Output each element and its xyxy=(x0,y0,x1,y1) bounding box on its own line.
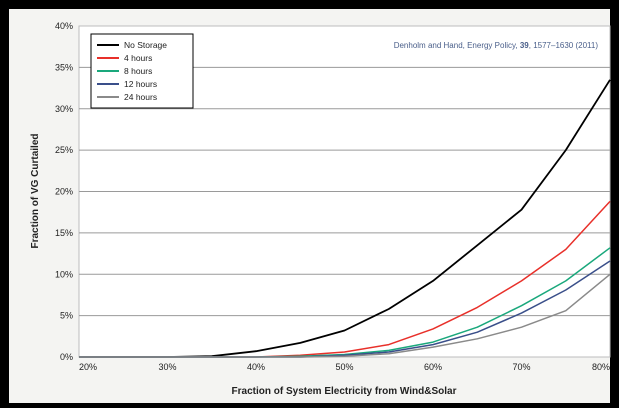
y-tick-label: 30% xyxy=(55,104,73,114)
y-tick-label: 0% xyxy=(60,352,73,362)
x-tick-label: 60% xyxy=(424,362,442,372)
x-tick-label: 50% xyxy=(335,362,353,372)
x-tick-labels: 20% 30% 40% 50% 60% 70% 80% xyxy=(79,362,610,372)
legend-label-24-hours: 24 hours xyxy=(124,92,157,102)
y-tick-label: 40% xyxy=(55,21,73,31)
legend-label-12-hours: 12 hours xyxy=(124,79,157,89)
x-tick-label: 40% xyxy=(247,362,265,372)
legend-label-8-hours: 8 hours xyxy=(124,66,152,76)
x-tick-label: 80% xyxy=(592,362,610,372)
x-tick-label: 30% xyxy=(158,362,176,372)
legend: No Storage 4 hours 8 hours 12 hours 24 hours xyxy=(90,33,194,109)
citation-annotation: Denholm and Hand, Energy Policy, 39, 157… xyxy=(394,41,599,50)
series-lines xyxy=(79,79,611,358)
y-tick-label: 25% xyxy=(55,145,73,155)
y-axis-title: Fraction of VG Curtailed xyxy=(30,133,41,248)
y-tick-label: 5% xyxy=(60,311,73,321)
y-tick-label: 10% xyxy=(55,269,73,279)
y-tick-label: 15% xyxy=(55,228,73,238)
y-tick-label: 35% xyxy=(55,62,73,72)
y-tick-labels: 0% 5% 10% 15% 20% 25% 30% 35% 40% xyxy=(55,21,73,362)
y-tick-label: 20% xyxy=(55,187,73,197)
series-line-24-hours xyxy=(79,273,611,358)
legend-label-4-hours: 4 hours xyxy=(124,53,152,63)
legend-label-no-storage: No Storage xyxy=(124,40,167,50)
x-axis-title: Fraction of System Electricity from Wind… xyxy=(232,386,457,397)
x-tick-label: 70% xyxy=(512,362,530,372)
x-tick-label: 20% xyxy=(79,362,97,372)
